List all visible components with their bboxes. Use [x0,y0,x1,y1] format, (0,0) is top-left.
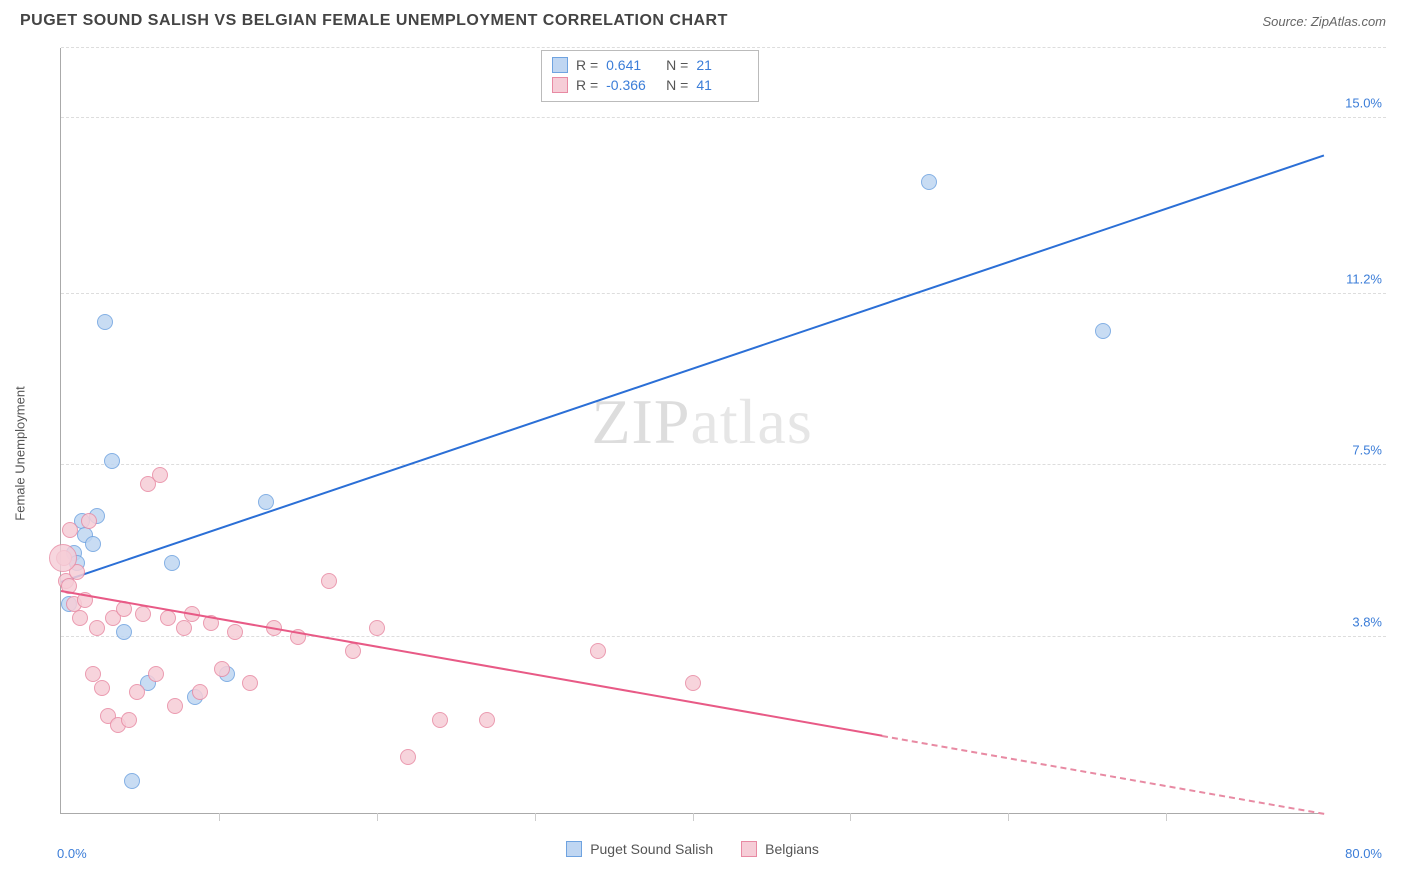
data-point-large [49,544,77,572]
legend-swatch [552,77,568,93]
x-tick [219,813,220,821]
data-point [432,712,448,728]
gridline-h [61,293,1386,294]
stat-r-value: -0.366 [606,77,658,93]
stat-n-value: 21 [696,57,748,73]
data-point [345,643,361,659]
data-point [94,680,110,696]
legend-swatch [741,841,757,857]
legend-swatch [552,57,568,73]
chart-area: Female Unemployment ZIPatlas R =0.641N =… [50,48,1386,844]
x-tick [377,813,378,821]
data-point [321,573,337,589]
stat-label: R = [576,57,598,73]
data-point [104,453,120,469]
data-point [129,684,145,700]
stats-row: R = 0.641 N = 21 [552,55,748,75]
x-tick [535,813,536,821]
data-point [124,773,140,789]
stat-label: N = [666,77,688,93]
x-tick-label: 80.0% [1345,846,1382,861]
data-point [176,620,192,636]
data-point [685,675,701,691]
data-point [242,675,258,691]
x-tick [693,813,694,821]
data-point [192,684,208,700]
data-point [72,610,88,626]
data-point [85,536,101,552]
data-point [81,513,97,529]
legend-item: Belgians [741,841,819,857]
legend-swatch [566,841,582,857]
watermark: ZIPatlas [591,385,812,459]
plot-region: ZIPatlas R =0.641N =21R =-0.366N =41 Pug… [60,48,1324,814]
data-point [590,643,606,659]
source-attribution: Source: ZipAtlas.com [1262,14,1386,29]
series-legend: Puget Sound Salish Belgians [566,841,819,857]
chart-title: PUGET SOUND SALISH VS BELGIAN FEMALE UNE… [20,12,728,30]
data-point [227,624,243,640]
gridline-h [61,117,1386,118]
data-point [921,174,937,190]
trend-line [61,155,1325,583]
data-point [160,610,176,626]
gridline-h [61,464,1386,465]
data-point [167,698,183,714]
data-point [148,666,164,682]
data-point [369,620,385,636]
data-point [89,620,105,636]
legend-label: Puget Sound Salish [590,841,713,857]
data-point [214,661,230,677]
data-point [258,494,274,510]
legend-item: Puget Sound Salish [566,841,713,857]
stat-label: R = [576,77,598,93]
stat-r-value: 0.641 [606,57,658,73]
header: PUGET SOUND SALISH VS BELGIAN FEMALE UNE… [0,0,1406,38]
y-tick-label: 7.5% [1352,443,1382,458]
x-tick [850,813,851,821]
data-point [135,606,151,622]
stats-legend: R = 0.641 N = 21 R = -0.366 N = 41 [541,50,759,102]
data-point [121,712,137,728]
stat-label: N = [666,57,688,73]
data-point [1095,323,1111,339]
trend-line [61,590,882,737]
gridline-h [61,636,1386,637]
data-point [62,522,78,538]
trend-line [882,735,1324,815]
x-tick [1166,813,1167,821]
data-point [164,555,180,571]
y-tick-label: 15.0% [1345,95,1382,110]
data-point [152,467,168,483]
stats-row: R = -0.366 N = 41 [552,75,748,95]
y-tick-label: 3.8% [1352,614,1382,629]
y-axis-label: Female Unemployment [13,386,28,520]
data-point [479,712,495,728]
y-tick-label: 11.2% [1346,271,1382,286]
x-tick-label: 0.0% [57,846,87,861]
data-point [116,624,132,640]
data-point [97,314,113,330]
gridline-h [61,47,1386,48]
data-point [400,749,416,765]
x-tick [1008,813,1009,821]
stat-n-value: 41 [696,77,748,93]
legend-label: Belgians [765,841,819,857]
